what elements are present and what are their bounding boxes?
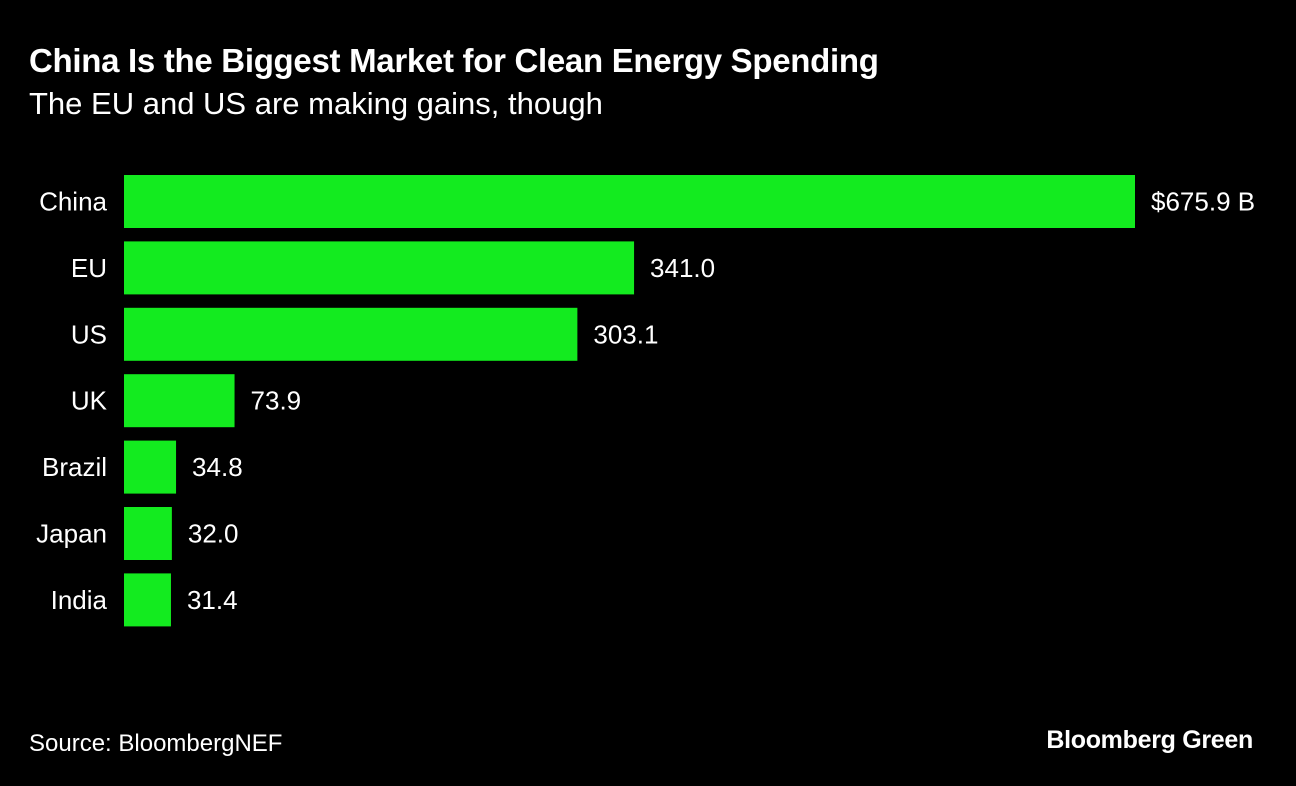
bar-india xyxy=(124,573,171,627)
bar-eu xyxy=(124,241,635,295)
bar-brazil xyxy=(124,440,177,494)
value-label-uk: 73.9 xyxy=(251,386,302,416)
category-label-india: India xyxy=(51,585,108,615)
source-note: Source: BloombergNEF xyxy=(29,730,283,757)
chart-subtitle: The EU and US are making gains, though xyxy=(29,86,603,121)
value-label-india: 31.4 xyxy=(187,585,238,615)
value-label-china: $675.9 B xyxy=(1151,187,1255,217)
category-label-uk: UK xyxy=(71,386,108,416)
category-label-eu: EU xyxy=(71,253,107,283)
bar-uk xyxy=(124,374,235,428)
category-label-brazil: Brazil xyxy=(42,452,107,482)
brand-logo: Bloomberg Green xyxy=(1046,726,1253,754)
bar-japan xyxy=(124,507,172,560)
category-label-china: China xyxy=(39,187,107,217)
bar-china xyxy=(124,175,1135,228)
value-label-brazil: 34.8 xyxy=(192,452,243,482)
category-label-us: US xyxy=(71,319,107,349)
value-label-us: 303.1 xyxy=(593,319,658,349)
value-label-japan: 32.0 xyxy=(188,519,239,549)
chart-title: China Is the Biggest Market for Clean En… xyxy=(29,42,879,79)
bar-us xyxy=(124,307,578,361)
value-label-eu: 341.0 xyxy=(650,253,715,283)
category-label-japan: Japan xyxy=(36,519,107,549)
